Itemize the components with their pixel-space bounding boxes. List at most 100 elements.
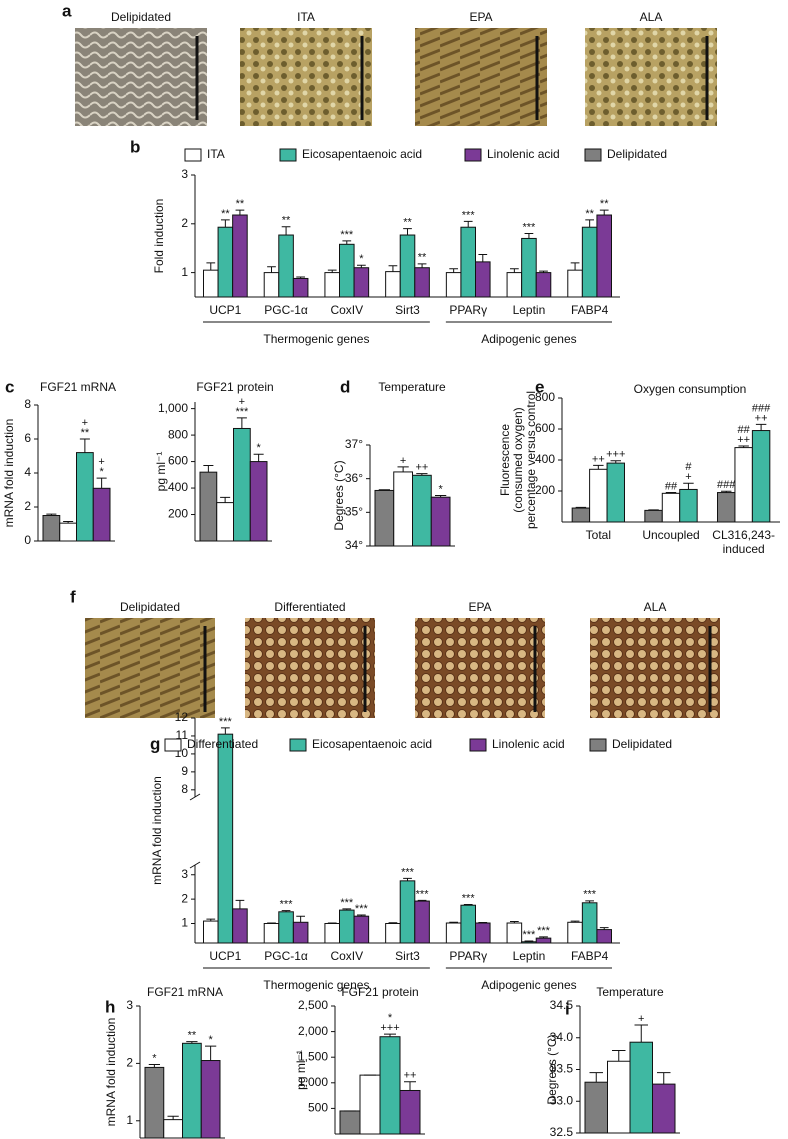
significance-label: + [638, 1013, 644, 1025]
significance-label: *** [416, 888, 430, 900]
significance-label: + [685, 471, 691, 483]
significance-label: ## [665, 480, 678, 492]
image-label: Delipidated [111, 10, 171, 24]
significance-label: # [685, 461, 692, 473]
y-tick-label: 8 [24, 397, 31, 411]
significance-label: ** [236, 198, 245, 210]
significance-label: *** [355, 903, 369, 915]
error-bar [148, 1064, 160, 1068]
error-bar [435, 495, 447, 498]
bar [734, 447, 753, 523]
y-tick-label: 0 [24, 533, 31, 547]
error-bar [610, 460, 622, 464]
y-tick-label: 36° [345, 471, 363, 485]
panel-letter: b [130, 137, 140, 156]
significance-label: * [256, 442, 261, 454]
legend-label: ITA [207, 147, 225, 161]
group-label: Adipogenic genes [481, 332, 576, 346]
bar [535, 937, 552, 944]
error-bar [524, 233, 534, 239]
significance-label: *** [537, 925, 551, 937]
error-bar [449, 921, 459, 924]
significance-label: ** [418, 252, 427, 264]
significance-label: *** [462, 892, 476, 904]
bar [589, 468, 608, 523]
bar [76, 452, 94, 542]
error-bar [236, 417, 247, 429]
error-bar [167, 1115, 179, 1120]
y-axis-label: Fluorescence [498, 424, 512, 496]
error-bar [206, 262, 216, 271]
bar [584, 1081, 608, 1134]
error-bar [634, 1024, 648, 1043]
chart-title: FGF21 mRNA [147, 985, 223, 999]
error-bar [738, 445, 749, 448]
bar [399, 234, 416, 298]
error-bar [478, 254, 488, 262]
error-bar [449, 268, 459, 273]
significance-label: ** [282, 215, 291, 227]
image-label: ALA [644, 600, 667, 614]
error-bar [417, 263, 427, 268]
bar [506, 922, 523, 944]
bar [200, 1060, 221, 1139]
y-tick-label: 1,000 [158, 401, 188, 415]
y-tick-label: 34.5 [550, 998, 574, 1012]
error-bar [79, 438, 90, 453]
error-bar [356, 914, 366, 917]
error-bar [599, 209, 609, 216]
x-tick-label: Sirt3 [395, 303, 420, 317]
bar [324, 923, 340, 944]
bar [353, 915, 370, 944]
y-axis-label: Degrees (°C) [332, 460, 346, 530]
x-tick-label: Leptin [513, 949, 546, 963]
significance-label: ** [221, 208, 230, 220]
bar [567, 921, 583, 944]
significance-label: *** [583, 889, 597, 901]
bar [596, 214, 613, 298]
x-tick-label: UCP1 [209, 949, 241, 963]
error-bar [570, 262, 580, 271]
error-bar [612, 1049, 626, 1062]
significance-label: ++ [755, 412, 768, 424]
legend-label: Delipidated [607, 147, 667, 161]
y-tick-label: 200 [535, 483, 555, 497]
bar [414, 900, 430, 944]
image-label: EPA [468, 600, 491, 614]
x-tick-label: PPARγ [449, 949, 487, 963]
significance-label: * [388, 1012, 393, 1024]
bar [163, 1119, 183, 1139]
bar [216, 502, 234, 542]
error-bar [509, 268, 519, 273]
panel-letter: f [70, 587, 76, 606]
bar [629, 1041, 653, 1134]
y-axis-label: mRNA fold induction [2, 419, 16, 528]
error-bar [342, 240, 352, 245]
legend-swatch [584, 148, 602, 162]
panel-letter: a [62, 1, 72, 20]
legend-swatch [279, 148, 297, 162]
bar [292, 277, 309, 298]
significance-label: ++ [592, 453, 605, 465]
error-bar [585, 900, 595, 903]
error-bar [403, 877, 412, 881]
x-tick-label: induced [723, 542, 765, 556]
significance-label: ** [81, 427, 90, 439]
bar [414, 267, 430, 298]
y-tick-label: 2,000 [298, 1024, 328, 1038]
bar [42, 515, 61, 542]
y-tick-label: 3 [126, 998, 133, 1012]
y-tick-label: 2 [24, 499, 31, 513]
legend-label: Eicosapentaenoic acid [312, 737, 432, 751]
error-bar [657, 1072, 671, 1085]
image-label: ITA [297, 10, 315, 24]
error-bar [575, 506, 587, 509]
bar [249, 461, 268, 542]
error-bar [281, 910, 291, 912]
y-axis-label: mRNA fold induction [150, 776, 164, 885]
x-tick-label: FABP4 [571, 949, 609, 963]
significance-label: *** [523, 929, 537, 941]
y-axis-label: pg ml⁻¹ [154, 452, 168, 492]
significance-label: * [152, 1052, 157, 1064]
